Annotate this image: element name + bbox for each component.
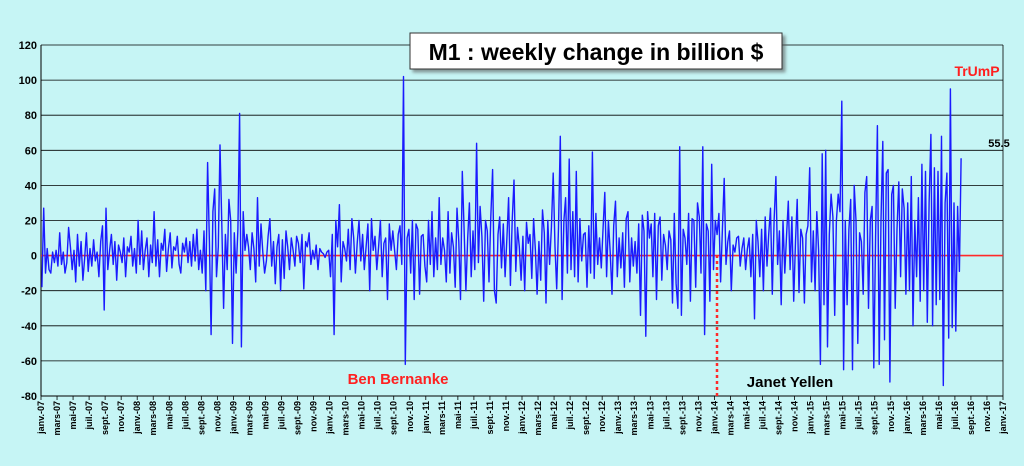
x-tick-label: mai-09 — [260, 401, 270, 430]
title-box: M1 : weekly change in billion $ — [409, 32, 783, 70]
x-tick-label: janv.-11 — [421, 401, 431, 434]
x-tick-label: sept.-10 — [389, 401, 399, 435]
x-tick-label: nov.-07 — [116, 401, 126, 432]
grid-lines — [41, 44, 1003, 397]
annotation-last-value: 55.5 — [988, 138, 1009, 150]
x-tick-label: juil.-13 — [661, 401, 671, 431]
y-tick-label: -40 — [21, 321, 37, 333]
x-tick-label: juil.-10 — [373, 401, 383, 431]
x-tick-label: nov.-08 — [212, 401, 222, 432]
y-tick-label: -80 — [21, 391, 37, 403]
series-line-m1 — [41, 75, 962, 387]
annotation-janet-yellen: Janet Yellen — [747, 374, 833, 391]
x-tick-label: nov.-13 — [693, 401, 703, 432]
x-tick-label: janv.-14 — [709, 401, 719, 435]
x-tick-label: nov.-16 — [982, 401, 992, 432]
x-tick-label: juil.-08 — [180, 401, 190, 431]
y-tick-label: 40 — [25, 180, 37, 192]
x-tick-label: juil.-16 — [950, 401, 960, 431]
x-tick-label: sept.-16 — [966, 401, 976, 435]
x-tick-label: mars-07 — [52, 401, 62, 436]
x-tick-label: juil.-07 — [84, 401, 94, 431]
x-tick-label: sept.-09 — [293, 401, 303, 435]
x-tick-label: mars-11 — [437, 401, 447, 435]
x-tick-label: janv.-09 — [228, 401, 238, 435]
x-tick-label: mars-16 — [918, 401, 928, 436]
y-tick-label: 120 — [19, 40, 37, 52]
x-tick-label: mars-15 — [822, 401, 832, 436]
x-tick-label: juil.-14 — [758, 401, 768, 431]
x-tick-label: janv.-13 — [613, 401, 623, 435]
x-tick-label: janv.-07 — [36, 401, 46, 435]
x-tick-label: nov.-12 — [597, 401, 607, 432]
x-tick-label: mai-16 — [934, 401, 944, 430]
y-tick-label: 100 — [19, 75, 37, 87]
x-tick-label: janv.-08 — [132, 401, 142, 435]
y-tick-label: 0 — [31, 251, 37, 263]
x-tick-label: nov.-10 — [405, 401, 415, 432]
x-tick-label: janv.-15 — [806, 401, 816, 435]
x-tick-label: mai-07 — [68, 401, 78, 430]
x-tick-label: juil.-12 — [565, 401, 575, 431]
chart-title: M1 : weekly change in billion $ — [429, 39, 764, 65]
x-tick-label: janv.-17 — [998, 401, 1008, 435]
annotation-trump: TrUmP — [954, 63, 999, 79]
x-tick-label: sept.-14 — [774, 401, 784, 435]
y-tick-label: 60 — [25, 145, 37, 157]
x-tick-label: mars-10 — [341, 401, 351, 436]
series-layer — [41, 75, 962, 387]
x-tick-label: juil.-11 — [469, 401, 479, 430]
x-tick-label: sept.-13 — [677, 401, 687, 435]
y-tick-label: -60 — [21, 356, 37, 368]
y-tick-label: -20 — [21, 286, 37, 298]
x-tick-label: nov.-14 — [790, 401, 800, 432]
y-axis: -80 -60 -40 -20 0 20 40 60 80 100 120 — [19, 40, 1004, 403]
annotations: Ben Bernanke Janet Yellen TrUmP 55.5 — [348, 63, 1010, 397]
annotation-ben-bernanke: Ben Bernanke — [348, 371, 449, 388]
x-tick-label: mai-10 — [357, 401, 367, 430]
x-tick-label: sept.-07 — [100, 401, 110, 435]
x-tick-label: sept.-15 — [870, 401, 880, 435]
x-tick-label: mars-08 — [148, 401, 158, 436]
x-tick-label: mai-08 — [164, 401, 174, 430]
x-tick-label: janv.-10 — [325, 401, 335, 435]
x-tick-label: nov.-09 — [309, 401, 319, 432]
x-tick-label: nov.-11 — [501, 401, 511, 431]
x-axis: janv.-07 mars-07 mai-07 juil.-07 sept.-07 nov… — [36, 395, 1008, 436]
x-tick-label: mars-13 — [629, 401, 639, 436]
x-tick-label: mai-12 — [549, 401, 559, 430]
x-tick-label: mars-14 — [725, 401, 735, 436]
x-tick-label: mai-11 — [453, 401, 463, 429]
x-tick-label: janv.-16 — [902, 401, 912, 435]
x-tick-label: nov.-15 — [886, 401, 896, 432]
x-tick-label: mai-13 — [645, 401, 655, 430]
x-tick-label: sept.-12 — [581, 401, 591, 435]
x-tick-label: mai-15 — [838, 401, 848, 430]
y-tick-label: 80 — [25, 110, 37, 122]
title-frame — [409, 32, 783, 70]
x-tick-label: juil.-09 — [277, 401, 287, 431]
x-tick-label: mai-14 — [741, 401, 751, 430]
x-tick-label: juil.-15 — [854, 401, 864, 431]
x-tick-label: janv.-12 — [517, 401, 527, 435]
x-tick-label: sept.-08 — [196, 401, 206, 435]
x-tick-label: mars-09 — [244, 401, 254, 436]
x-tick-label: sept.-11 — [485, 401, 495, 435]
y-tick-label: 20 — [25, 216, 37, 228]
x-tick-label: mars-12 — [533, 401, 543, 436]
